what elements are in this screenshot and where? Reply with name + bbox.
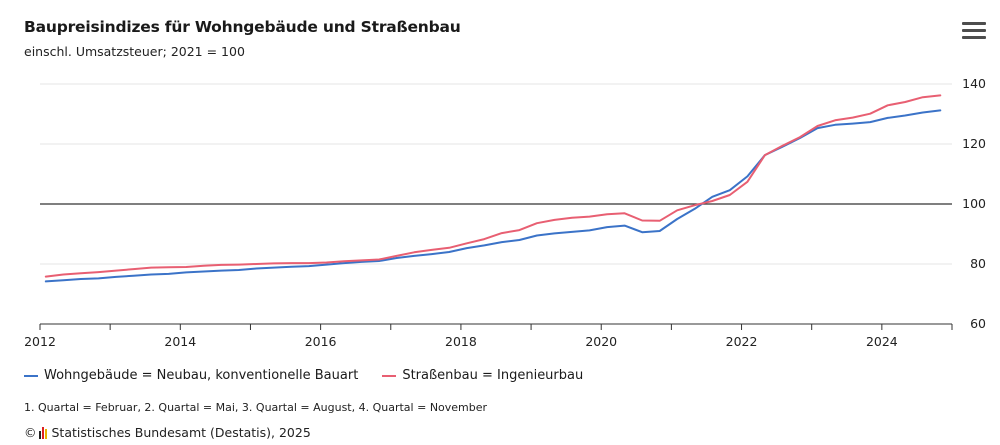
chart-legend: Wohngebäude = Neubau, konventionelle Bau… (24, 368, 607, 383)
legend-item-strassenbau[interactable]: Straßenbau = Ingenieurbau (382, 368, 583, 383)
x-tick-label: 2014 (164, 334, 196, 349)
copyright-symbol: © (24, 425, 37, 440)
legend-swatch-strassenbau (382, 374, 397, 377)
x-tick-label: 2024 (866, 334, 898, 349)
credits-text: Statistisches Bundesamt (Destatis), 2025 (51, 425, 311, 440)
x-tick-label: 2012 (24, 334, 56, 349)
x-tick-label: 2020 (585, 334, 617, 349)
legend-label-strassenbau: Straßenbau = Ingenieurbau (402, 368, 584, 383)
y-tick-label: 120 (962, 136, 986, 151)
x-tick-label: 2018 (445, 334, 477, 349)
chart-title: Baupreisindizes für Wohngebäude und Stra… (24, 18, 461, 36)
hamburger-menu-icon[interactable] (962, 22, 986, 44)
y-tick-label: 60 (970, 316, 986, 331)
quarter-footnote: 1. Quartal = Februar, 2. Quartal = Mai, … (24, 401, 488, 414)
y-tick-label: 140 (962, 76, 986, 91)
line-chart: 60 80 100 120 140 2012 2014 2016 2018 2020 2022 202… (24, 76, 986, 349)
series-line-wohngebaeude[interactable] (44, 109, 942, 283)
chart-subtitle: einschl. Umsatzsteuer; 2021 = 100 (24, 44, 245, 59)
source-credits[interactable]: © Statistisches Bundesamt (Destatis), 20… (24, 425, 311, 440)
destatis-logo-icon (38, 426, 48, 439)
y-tick-label: 100 (962, 196, 986, 211)
series-line-strassenbau[interactable] (44, 94, 942, 278)
y-tick-label: 80 (970, 256, 986, 271)
x-tick-label: 2016 (305, 334, 337, 349)
legend-swatch-wohngebaeude (24, 374, 38, 377)
x-tick-label: 2022 (726, 334, 758, 349)
legend-label-wohngebaeude: Wohngebäude = Neubau, konventionelle Bau… (44, 368, 359, 383)
legend-item-wohngebaeude[interactable]: Wohngebäude = Neubau, konventionelle Bau… (24, 368, 358, 383)
